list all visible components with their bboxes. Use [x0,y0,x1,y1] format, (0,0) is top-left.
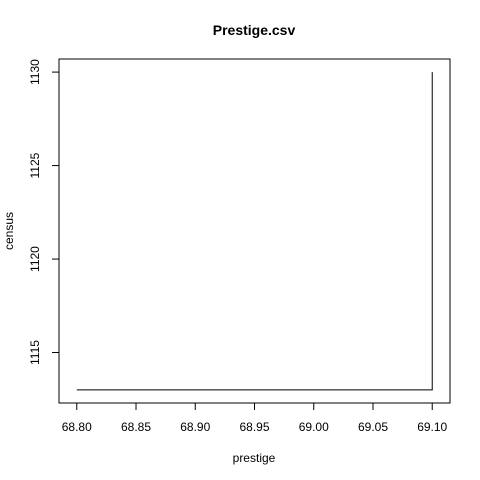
x-tick-label: 68.80 [62,420,92,434]
y-tick-label: 1125 [28,152,42,178]
y-tick-label: 1120 [28,246,42,272]
x-axis: 68.80 68.85 68.90 68.95 69.00 69.05 69.10 [62,403,448,434]
series-group [77,72,432,390]
x-axis-label: prestige [233,451,276,465]
y-axis: 1115 1120 1125 1130 [28,59,59,365]
x-tick-label: 69.00 [299,420,329,434]
x-tick-label: 68.90 [180,420,210,434]
y-tick-label: 1130 [28,59,42,85]
chart-title: Prestige.csv [213,22,296,38]
y-tick-label: 1115 [28,340,42,365]
x-tick-label: 69.10 [417,420,447,434]
x-tick-label: 68.95 [239,420,269,434]
plot-frame [59,59,450,403]
series-line [77,72,432,390]
x-tick-label: 68.85 [121,420,151,434]
x-tick-label: 69.05 [358,420,388,434]
y-axis-label: census [2,212,16,250]
